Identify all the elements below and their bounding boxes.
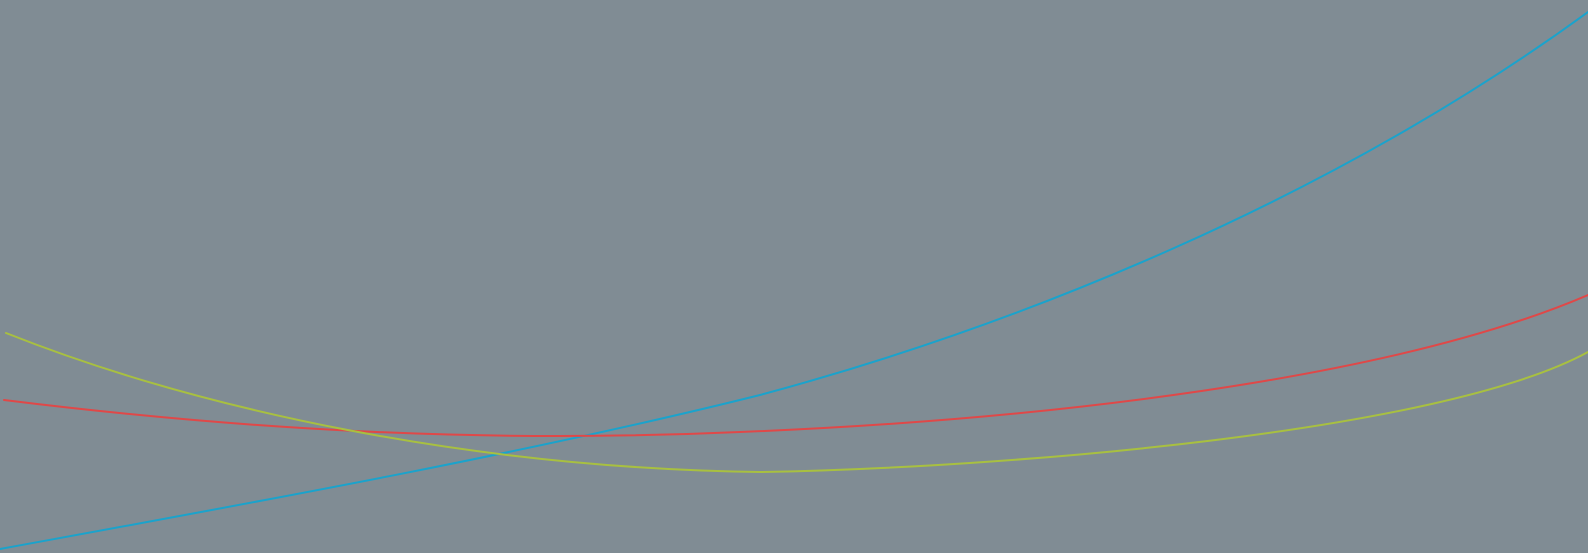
red-curve xyxy=(3,294,1588,438)
blue-curve xyxy=(0,11,1588,550)
yellow-green-curve xyxy=(5,332,1588,473)
